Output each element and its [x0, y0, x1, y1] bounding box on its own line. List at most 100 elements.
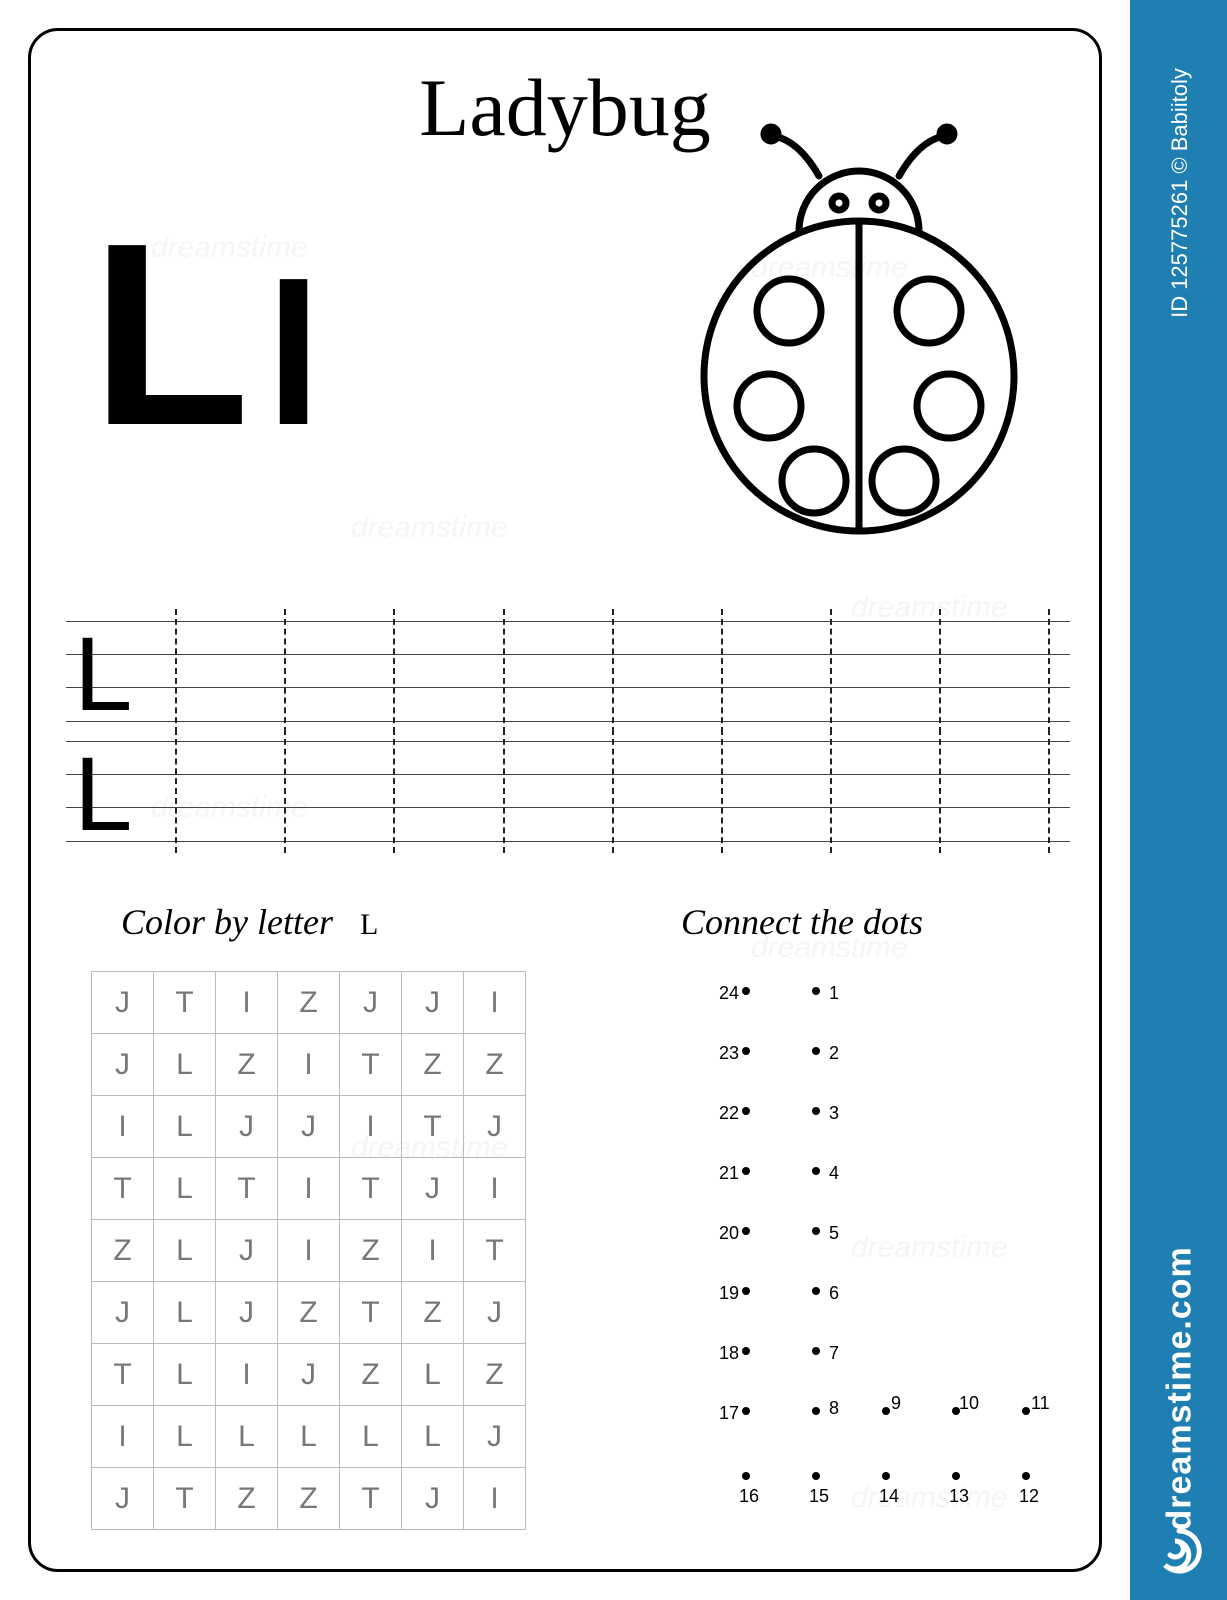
dot-label: 23 — [719, 1043, 739, 1064]
feature-letters: L l — [91, 186, 321, 485]
grid-cell: I — [92, 1096, 154, 1158]
dot-label: 1 — [829, 983, 839, 1004]
dot-label: 11 — [1031, 1393, 1050, 1414]
uppercase-letter: L — [91, 186, 250, 485]
grid-cell: T — [216, 1158, 278, 1220]
dot — [882, 1472, 890, 1480]
connect-dots-area: 123456789101112131415161718192021222324 — [661, 981, 1101, 1541]
grid-cell: I — [464, 1468, 526, 1530]
grid-cell: J — [464, 1406, 526, 1468]
page-frame: dreamstimedreamstimedreamstimedreamstime… — [28, 28, 1102, 1572]
grid-cell: Z — [278, 1282, 340, 1344]
grid-cell: Z — [464, 1034, 526, 1096]
connect-dots-title: Connect the dots — [681, 901, 923, 943]
dot — [812, 1047, 820, 1055]
dot — [812, 1107, 820, 1115]
dot — [952, 1472, 960, 1480]
grid-cell: I — [340, 1096, 402, 1158]
grid-cell: J — [340, 972, 402, 1034]
grid-cell: L — [402, 1406, 464, 1468]
tracing-area: LL — [66, 621, 1070, 861]
dot-label: 17 — [719, 1403, 739, 1424]
dot — [812, 1227, 820, 1235]
worksheet-page: dreamstimedreamstimedreamstimedreamstime… — [0, 0, 1130, 1600]
dot — [1022, 1407, 1030, 1415]
grid-cell: J — [464, 1282, 526, 1344]
watermark-text: dreamstime — [851, 591, 1008, 625]
dot-label: 21 — [719, 1163, 739, 1184]
site-name: dreamstime.com — [1161, 951, 1200, 1531]
dot — [812, 1287, 820, 1295]
grid-cell: Z — [340, 1344, 402, 1406]
dot-label: 6 — [829, 1283, 839, 1304]
grid-cell: J — [402, 972, 464, 1034]
grid-cell: L — [154, 1220, 216, 1282]
dot — [742, 1227, 750, 1235]
dot-label: 20 — [719, 1223, 739, 1244]
grid-cell: T — [154, 972, 216, 1034]
image-credit: ID 125775261 © Babiitoly — [1167, 13, 1193, 373]
grid-cell: L — [154, 1034, 216, 1096]
color-by-letter-title: Color by letter L — [121, 901, 378, 943]
dot — [742, 1472, 750, 1480]
dot — [742, 1107, 750, 1115]
dot — [742, 1167, 750, 1175]
dot-label: 12 — [1019, 1486, 1039, 1507]
grid-cell: J — [92, 1282, 154, 1344]
grid-cell: J — [216, 1220, 278, 1282]
grid-cell: L — [154, 1282, 216, 1344]
grid-cell: J — [92, 972, 154, 1034]
dot — [742, 1407, 750, 1415]
grid-cell: L — [402, 1344, 464, 1406]
grid-cell: J — [216, 1096, 278, 1158]
dot-label: 24 — [719, 983, 739, 1004]
dot-label: 2 — [829, 1043, 839, 1064]
watermark-sidebar: ID 125775261 © Babiitoly dreamstime.com — [1130, 0, 1227, 1600]
dot-label: 19 — [719, 1283, 739, 1304]
grid-cell: I — [278, 1220, 340, 1282]
dot — [742, 1047, 750, 1055]
grid-cell: Z — [340, 1220, 402, 1282]
grid-cell: L — [154, 1406, 216, 1468]
dot-label: 18 — [719, 1343, 739, 1364]
grid-cell: J — [278, 1096, 340, 1158]
color-by-letter-grid: JTIZJJIJLZITZZILJJITJTLTITJIZLJIZITJLJZT… — [91, 971, 526, 1530]
grid-cell: L — [340, 1406, 402, 1468]
dot-label: 10 — [959, 1393, 979, 1414]
grid-cell: I — [278, 1034, 340, 1096]
grid-cell: T — [154, 1468, 216, 1530]
dot — [812, 1407, 820, 1415]
grid-cell: I — [402, 1220, 464, 1282]
dot — [812, 1167, 820, 1175]
grid-cell: T — [340, 1282, 402, 1344]
grid-cell: I — [464, 972, 526, 1034]
dot-label: 8 — [829, 1398, 839, 1419]
grid-cell: T — [402, 1096, 464, 1158]
grid-cell: I — [216, 972, 278, 1034]
grid-cell: L — [154, 1158, 216, 1220]
grid-cell: T — [464, 1220, 526, 1282]
grid-cell: L — [216, 1406, 278, 1468]
grid-cell: L — [278, 1406, 340, 1468]
grid-cell: J — [402, 1468, 464, 1530]
tracing-row: L — [66, 621, 1070, 721]
dot-label: 13 — [949, 1486, 969, 1507]
grid-cell: Z — [216, 1468, 278, 1530]
grid-cell: T — [340, 1034, 402, 1096]
grid-cell: T — [92, 1158, 154, 1220]
lowercase-letter: l — [266, 241, 322, 471]
grid-cell: Z — [402, 1282, 464, 1344]
dot — [812, 1347, 820, 1355]
dot-label: 14 — [879, 1486, 899, 1507]
grid-cell: J — [92, 1034, 154, 1096]
dot-label: 16 — [739, 1486, 759, 1507]
grid-cell: Z — [402, 1034, 464, 1096]
grid-cell: L — [154, 1096, 216, 1158]
swirl-icon — [1154, 1526, 1204, 1576]
dot-label: 4 — [829, 1163, 839, 1184]
grid-cell: Z — [216, 1034, 278, 1096]
grid-cell: T — [340, 1158, 402, 1220]
grid-cell: Z — [278, 1468, 340, 1530]
grid-cell: T — [340, 1468, 402, 1530]
grid-cell: J — [216, 1282, 278, 1344]
